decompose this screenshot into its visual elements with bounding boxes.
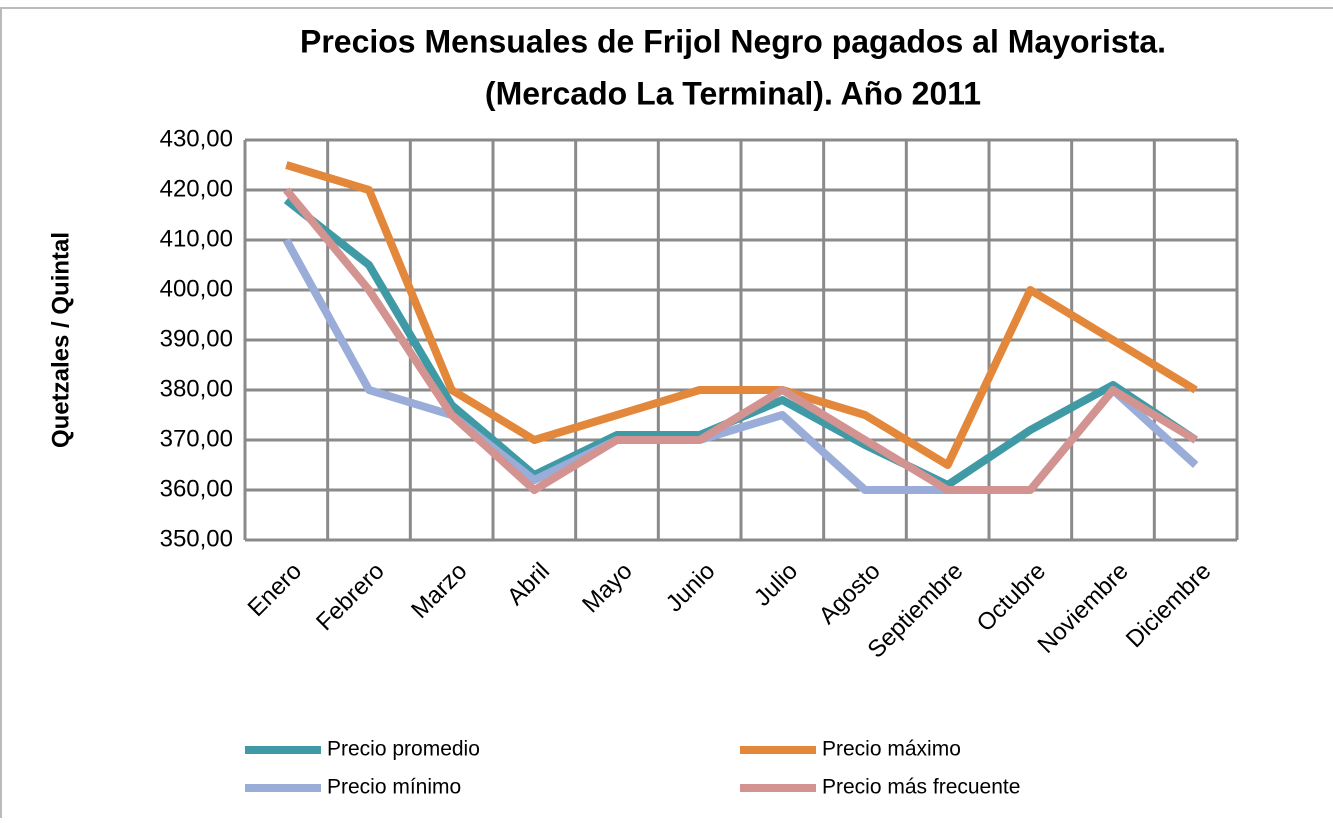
y-tick-label: 400,00 [160, 275, 233, 302]
x-tick-label: Junio [661, 558, 721, 618]
x-tick-label: Mayo [577, 558, 638, 619]
x-tick-label: Noviembre [1033, 558, 1134, 659]
y-tick-label: 370,00 [160, 425, 233, 452]
x-tick-label: Diciembre [1121, 558, 1216, 653]
legend-label: Precio más frecuente [822, 776, 1020, 799]
chart-title: Precios Mensuales de Frijol Negro pagado… [300, 23, 1166, 59]
chart-title: (Mercado La Terminal). Año 2011 [485, 75, 981, 111]
y-tick-label: 410,00 [160, 225, 233, 252]
x-tick-label: Febrero [311, 558, 390, 637]
x-tick-label: Abril [502, 558, 555, 611]
y-tick-label: 420,00 [160, 175, 233, 202]
x-tick-label: Enero [243, 558, 307, 622]
y-tick-label: 380,00 [160, 375, 233, 402]
legend-label: Precio mínimo [327, 776, 461, 799]
y-axis-label: Quetzales / Quintal [47, 232, 74, 448]
y-tick-label: 350,00 [160, 525, 233, 552]
y-tick-label: 430,00 [160, 125, 233, 152]
x-tick-label: Marzo [406, 558, 472, 624]
series-line [283, 187, 1198, 494]
y-tick-label: 360,00 [160, 475, 233, 502]
y-tick-label: 390,00 [160, 325, 233, 352]
legend-label: Precio promedio [327, 738, 480, 761]
series-line [285, 161, 1198, 469]
x-tick-label: Octubre [972, 558, 1051, 637]
x-tick-label: Agosto [814, 558, 886, 630]
x-tick-label: Julio [749, 558, 803, 612]
frame [0, 7, 1333, 823]
legend-label: Precio máximo [822, 738, 961, 761]
